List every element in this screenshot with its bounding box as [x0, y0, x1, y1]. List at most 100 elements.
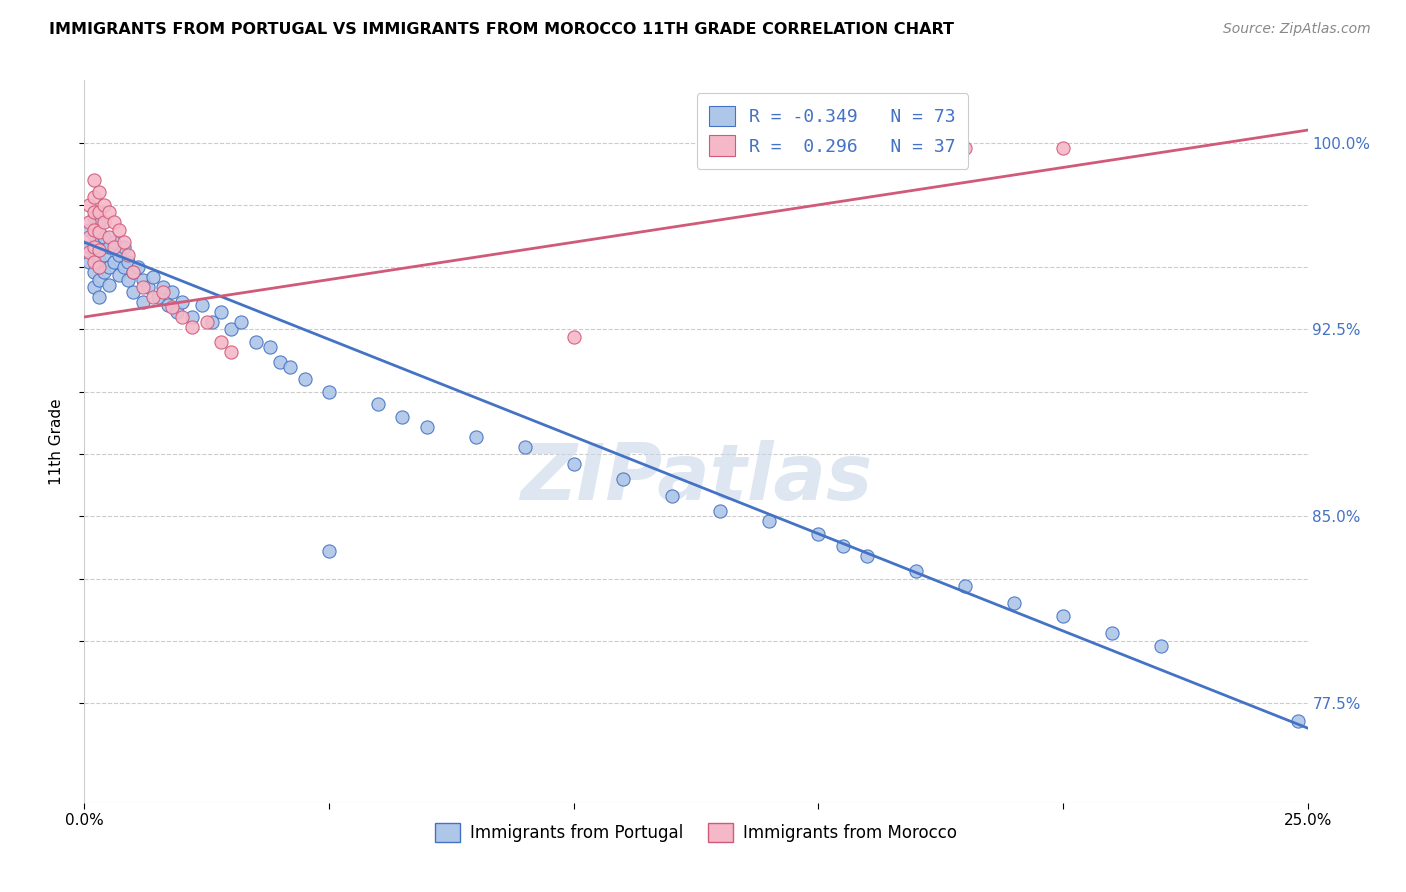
Point [127, 260, 149, 274]
Point [87, 272, 110, 286]
Point [166, 305, 188, 319]
Text: IMMIGRANTS FROM PORTUGAL VS IMMIGRANTS FROM MOROCCO 11TH GRADE CORRELATION CHART: IMMIGRANTS FROM PORTUGAL VS IMMIGRANTS F… [49, 22, 955, 37]
Point [103, 255, 125, 269]
Point [1052, 140, 1074, 154]
Point [103, 240, 125, 254]
Point [181, 310, 204, 324]
Point [318, 544, 340, 558]
Point [77, 240, 100, 254]
Point [367, 397, 389, 411]
Point [661, 489, 683, 503]
Point [758, 514, 780, 528]
Point [953, 140, 976, 154]
Point [107, 223, 129, 237]
Legend: Immigrants from Portugal, Immigrants from Morocco: Immigrants from Portugal, Immigrants fro… [429, 816, 963, 848]
Point [269, 355, 291, 369]
Text: Source: ZipAtlas.com: Source: ZipAtlas.com [1223, 22, 1371, 37]
Point [953, 579, 976, 593]
Point [112, 260, 135, 274]
Point [612, 472, 634, 486]
Point [83, 205, 105, 219]
Point [1286, 714, 1309, 728]
Point [77, 245, 100, 260]
Point [83, 265, 105, 279]
Point [1002, 597, 1025, 611]
Point [93, 248, 115, 262]
Point [856, 549, 879, 563]
Point [318, 384, 340, 399]
Point [97, 240, 120, 254]
Point [83, 190, 105, 204]
Point [77, 198, 100, 212]
Point [97, 205, 120, 219]
Point [87, 290, 110, 304]
Point [97, 260, 120, 274]
Point [191, 297, 214, 311]
Point [152, 280, 174, 294]
Y-axis label: 11th Grade: 11th Grade [49, 398, 63, 485]
Point [195, 315, 218, 329]
Point [122, 265, 145, 279]
Point [107, 268, 129, 282]
Point [136, 280, 159, 294]
Point [117, 255, 139, 269]
Point [83, 223, 105, 237]
Point [117, 248, 139, 262]
Point [142, 290, 165, 304]
Point [259, 340, 281, 354]
Point [77, 215, 100, 229]
Point [93, 215, 115, 229]
Point [97, 230, 120, 244]
Point [219, 344, 242, 359]
Point [464, 429, 486, 443]
Point [87, 205, 110, 219]
Point [122, 265, 145, 279]
Point [87, 243, 110, 257]
Point [152, 285, 174, 299]
Point [112, 240, 135, 254]
Point [87, 252, 110, 267]
Point [87, 225, 110, 239]
Point [83, 227, 105, 242]
Point [209, 305, 232, 319]
Point [209, 334, 232, 349]
Point [93, 265, 115, 279]
Point [77, 230, 100, 244]
Point [83, 240, 105, 254]
Point [87, 186, 110, 200]
Point [156, 297, 179, 311]
Point [562, 457, 585, 471]
Point [562, 330, 585, 344]
Point [122, 285, 145, 299]
Point [93, 198, 115, 212]
Point [97, 277, 120, 292]
Point [103, 215, 125, 229]
Point [142, 270, 165, 285]
Point [181, 320, 204, 334]
Point [245, 334, 267, 349]
Point [162, 285, 184, 299]
Point [87, 215, 110, 229]
Point [107, 248, 129, 262]
Point [1101, 626, 1123, 640]
Point [172, 310, 194, 324]
Point [416, 419, 439, 434]
Point [391, 409, 413, 424]
Point [87, 235, 110, 250]
Point [278, 359, 301, 374]
Point [905, 564, 928, 578]
Point [83, 211, 105, 225]
Point [294, 372, 316, 386]
Point [229, 315, 252, 329]
Point [162, 300, 184, 314]
Point [103, 235, 125, 250]
Point [146, 290, 169, 304]
Text: ZIPatlas: ZIPatlas [520, 440, 872, 516]
Point [83, 173, 105, 187]
Point [87, 260, 110, 274]
Point [219, 322, 242, 336]
Point [831, 539, 853, 553]
Point [77, 255, 100, 269]
Point [93, 230, 115, 244]
Point [807, 526, 830, 541]
